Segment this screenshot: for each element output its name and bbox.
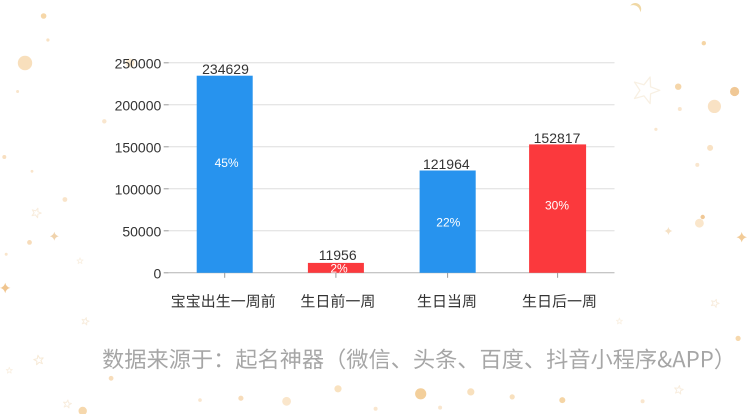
svg-text:152817: 152817 bbox=[534, 130, 581, 146]
svg-text:100000: 100000 bbox=[115, 182, 162, 198]
svg-text:200000: 200000 bbox=[115, 98, 162, 114]
svg-text:121964: 121964 bbox=[423, 156, 470, 172]
svg-text:2%: 2% bbox=[330, 262, 348, 276]
svg-text:22%: 22% bbox=[436, 215, 460, 229]
svg-text:0: 0 bbox=[154, 266, 162, 282]
svg-text:250000: 250000 bbox=[115, 56, 162, 72]
svg-text:45%: 45% bbox=[215, 156, 239, 170]
svg-text:11956: 11956 bbox=[319, 247, 357, 263]
svg-text:150000: 150000 bbox=[115, 140, 162, 156]
svg-text:30%: 30% bbox=[545, 199, 569, 213]
svg-text:50000: 50000 bbox=[122, 224, 161, 240]
svg-text:234629: 234629 bbox=[202, 61, 249, 77]
